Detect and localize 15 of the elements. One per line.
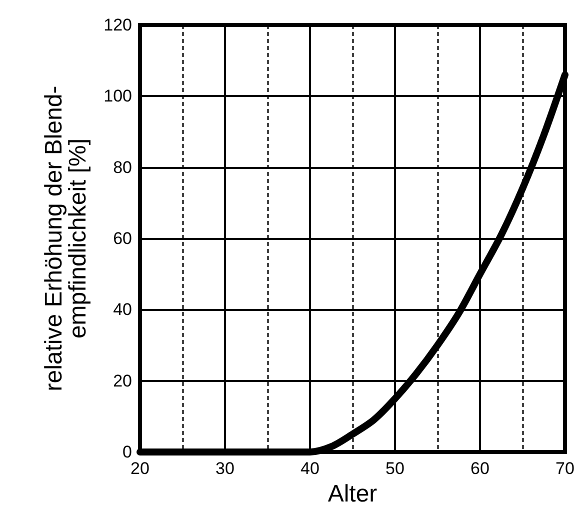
y-tick-label: 0 [122, 442, 132, 462]
y-tick-label: 20 [113, 371, 132, 390]
y-axis-title: relative Erhöhung der Blend- empfindlichkeit [%] [40, 86, 92, 392]
x-tick-label: 20 [130, 459, 150, 478]
y-tick-label: 80 [113, 158, 132, 177]
x-tick-label: 30 [216, 459, 234, 478]
x-tick-label: 50 [386, 459, 404, 478]
x-tick-label: 70 [556, 459, 574, 478]
x-tick-label: 40 [300, 459, 320, 478]
y-tick-label: 60 [113, 229, 132, 248]
x-tick-label: 60 [470, 459, 490, 478]
y-tick-label: 100 [104, 86, 132, 106]
y-tick-label: 40 [113, 300, 132, 320]
y-tick-label: 120 [104, 16, 132, 34]
x-axis-title: Alter [328, 480, 378, 508]
